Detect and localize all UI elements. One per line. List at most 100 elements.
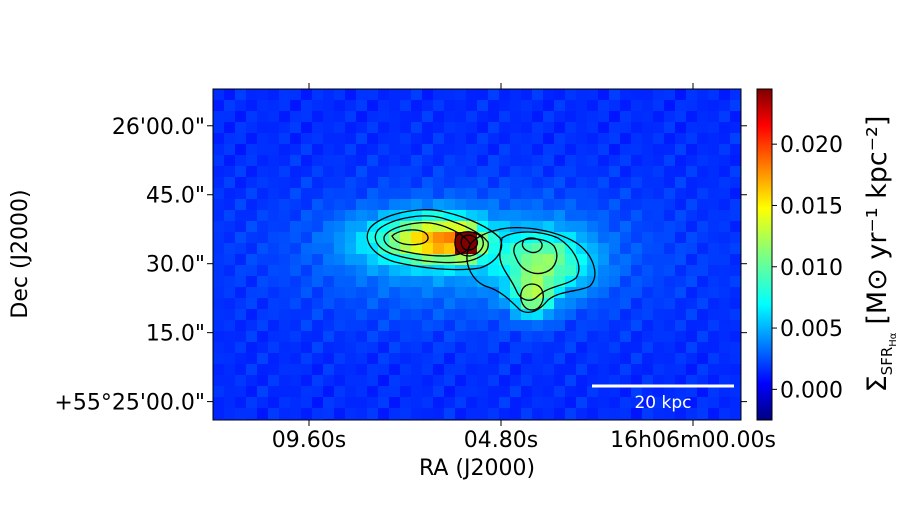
heatmap-cell — [334, 232, 346, 244]
heatmap-cell — [708, 133, 720, 145]
heatmap-cell — [642, 166, 654, 178]
heatmap-cell — [521, 408, 533, 420]
heatmap-cell — [565, 309, 577, 321]
heatmap-cell — [411, 166, 423, 178]
heatmap-cell — [532, 144, 544, 156]
heatmap-cell — [268, 342, 280, 354]
heatmap-cell — [246, 155, 258, 167]
heatmap-cell — [697, 276, 709, 288]
heatmap-cell — [477, 397, 489, 409]
heatmap-cell — [411, 144, 423, 156]
heatmap-cell — [719, 287, 731, 299]
heatmap-cell — [565, 210, 577, 222]
heatmap-cell — [356, 155, 368, 167]
heatmap-cell — [312, 276, 324, 288]
heatmap-cell — [675, 199, 687, 211]
heatmap-cell — [675, 221, 687, 233]
heatmap-cell — [290, 111, 302, 123]
heatmap-cell — [675, 177, 687, 189]
heatmap-cell — [257, 276, 269, 288]
heatmap-cell — [268, 144, 280, 156]
heatmap-cell — [301, 100, 313, 112]
heatmap-cell — [642, 89, 654, 101]
heatmap-cell — [477, 331, 489, 343]
heatmap-cell — [279, 133, 291, 145]
heatmap-cell — [411, 331, 423, 343]
heatmap-cell — [543, 221, 555, 233]
heatmap-cell — [455, 166, 467, 178]
scale-bar: 20 kpc — [592, 384, 734, 413]
heatmap-cell — [719, 210, 731, 222]
heatmap-cell — [433, 155, 445, 167]
heatmap-cell — [686, 408, 698, 420]
heatmap-cell — [323, 331, 335, 343]
heatmap-cell — [521, 375, 533, 387]
plot-area: 09.60s 04.80s 16h06m00.00s +55°25'00.0" 15.… — [54, 83, 776, 453]
colorbar-gradient — [756, 88, 773, 421]
heatmap-cell — [334, 199, 346, 211]
heatmap-cell — [719, 177, 731, 189]
heatmap-cell — [532, 122, 544, 134]
heatmap-cell — [334, 122, 346, 134]
heatmap-cell — [444, 243, 456, 255]
heatmap-cell — [697, 122, 709, 134]
heatmap-cell — [565, 364, 577, 376]
heatmap-cell — [378, 89, 390, 101]
heatmap-cell — [708, 89, 720, 101]
heatmap-cell — [246, 320, 258, 332]
heatmap-cell — [312, 188, 324, 200]
heatmap-cell — [213, 155, 225, 167]
heatmap-cell — [675, 100, 687, 112]
heatmap-cell — [675, 111, 687, 123]
heatmap-cell — [532, 254, 544, 266]
heatmap-cell — [268, 320, 280, 332]
heatmap-cell — [279, 386, 291, 398]
heatmap-cell — [664, 243, 676, 255]
heatmap-cell — [499, 144, 511, 156]
heatmap-cell — [565, 265, 577, 277]
heatmap-cell — [444, 177, 456, 189]
heatmap-cell — [301, 188, 313, 200]
heatmap-cell — [631, 265, 643, 277]
heatmap-cell — [642, 133, 654, 145]
heatmap-cell — [719, 100, 731, 112]
heatmap-cell — [422, 364, 434, 376]
heatmap-cell — [554, 111, 566, 123]
heatmap-cell — [356, 144, 368, 156]
heatmap-cell — [378, 166, 390, 178]
heatmap-cell — [565, 298, 577, 310]
heatmap-cell — [345, 298, 357, 310]
heatmap-cell — [279, 408, 291, 420]
heatmap-cell — [675, 309, 687, 321]
heatmap-cell — [323, 309, 335, 321]
heatmap-cell — [730, 331, 741, 343]
heatmap-cell — [598, 265, 610, 277]
heatmap-cell — [400, 408, 412, 420]
heatmap-cell — [400, 155, 412, 167]
heatmap-cell — [653, 386, 665, 398]
heatmap-cell — [587, 287, 599, 299]
heatmap-cell — [510, 155, 522, 167]
heatmap-cell — [510, 122, 522, 134]
heatmap-cell — [356, 276, 368, 288]
heatmap-cell — [499, 133, 511, 145]
heatmap-cell — [631, 199, 643, 211]
heatmap-cell — [356, 397, 368, 409]
heatmap-cell — [488, 386, 500, 398]
heatmap-cell — [642, 243, 654, 255]
heatmap-cell — [664, 111, 676, 123]
heatmap-cell — [422, 188, 434, 200]
heatmap-cell — [367, 232, 379, 244]
heatmap-cell — [246, 177, 258, 189]
heatmap-cell — [532, 331, 544, 343]
heatmap-cell — [312, 133, 324, 145]
heatmap-cell — [411, 276, 423, 288]
heatmap-cell — [279, 254, 291, 266]
heatmap-cell — [433, 232, 445, 244]
heatmap-cell — [719, 232, 731, 244]
heatmap-cell — [312, 386, 324, 398]
heatmap-cell — [730, 243, 741, 255]
heatmap-cell — [290, 298, 302, 310]
heatmap-cell — [609, 408, 621, 420]
heatmap-cell — [477, 364, 489, 376]
